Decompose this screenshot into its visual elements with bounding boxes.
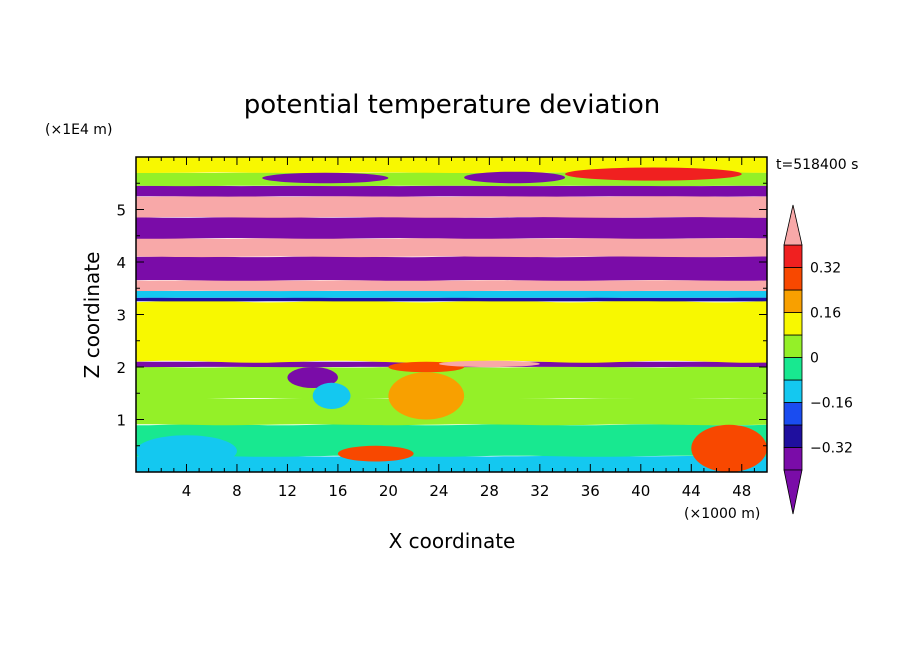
contour-band bbox=[136, 297, 767, 302]
colorbar-over-arrow bbox=[783, 204, 803, 246]
x-tick-label: 40 bbox=[631, 482, 650, 500]
colorbar-segment bbox=[783, 447, 803, 471]
y-unit-label: (×1E4 m) bbox=[45, 122, 112, 138]
colorbar-segment bbox=[783, 312, 803, 336]
x-tick-label: 44 bbox=[682, 482, 701, 500]
y-tick-label: 2 bbox=[116, 359, 126, 377]
x-tick-label: 28 bbox=[480, 482, 499, 500]
x-tick-label: 20 bbox=[379, 482, 398, 500]
colorbar: 0.32 0.16 0 −0.16 −0.32 bbox=[783, 204, 853, 515]
x-tick-label: 4 bbox=[182, 482, 192, 500]
contour-feature bbox=[136, 435, 237, 467]
contour-feature bbox=[691, 424, 767, 472]
contour-band bbox=[136, 185, 767, 197]
colorbar-label: −0.16 bbox=[810, 396, 853, 412]
colorbar-label: −0.32 bbox=[810, 441, 853, 457]
contour-band bbox=[136, 456, 767, 472]
x-tick-label: 24 bbox=[429, 482, 448, 500]
x-unit-label: (×1000 m) bbox=[684, 506, 760, 522]
contour-band bbox=[136, 290, 767, 298]
colorbar-segment bbox=[783, 267, 803, 291]
contour-feature bbox=[464, 171, 566, 184]
contour-feature bbox=[262, 172, 389, 184]
x-axis-label: X coordinate bbox=[389, 529, 516, 553]
x-axis: 4 8 12 16 20 24 28 32 36 40 44 48 bbox=[148, 157, 755, 500]
contour-band bbox=[136, 217, 767, 239]
colorbar-label: 0 bbox=[810, 351, 819, 367]
contour-feature bbox=[565, 167, 742, 181]
contour-band bbox=[136, 300, 767, 363]
contour-features bbox=[136, 167, 767, 472]
x-tick-label: 32 bbox=[530, 482, 549, 500]
contour-band bbox=[136, 280, 767, 292]
y-axis: 1 2 3 4 5 bbox=[116, 182, 767, 447]
x-tick-label: 8 bbox=[232, 482, 242, 500]
x-tick-label: 36 bbox=[581, 482, 600, 500]
contour-feature bbox=[312, 382, 351, 409]
contour-band bbox=[136, 196, 767, 218]
y-tick-label: 4 bbox=[116, 254, 126, 272]
contour-feature bbox=[388, 372, 465, 420]
x-tick-label: 48 bbox=[732, 482, 751, 500]
y-tick-label: 1 bbox=[116, 412, 126, 430]
contour-band bbox=[136, 424, 767, 457]
colorbar-segment bbox=[783, 289, 803, 313]
colorbar-segment bbox=[783, 379, 803, 403]
y-tick-label: 5 bbox=[116, 202, 126, 220]
contour-feature bbox=[337, 445, 414, 462]
contour-band bbox=[136, 238, 767, 258]
x-tick-label: 12 bbox=[278, 482, 297, 500]
colorbar-segment bbox=[783, 357, 803, 381]
colorbar-label: 0.16 bbox=[810, 306, 841, 322]
colorbar-segment bbox=[783, 334, 803, 358]
colorbar-under-arrow bbox=[783, 469, 803, 515]
chart-title: potential temperature deviation bbox=[244, 90, 660, 120]
time-label: t=518400 s bbox=[776, 157, 858, 173]
colorbar-segment bbox=[783, 402, 803, 426]
colorbar-segment bbox=[783, 244, 803, 268]
contour-field bbox=[136, 157, 767, 472]
contour-feature bbox=[438, 360, 540, 367]
colorbar-label: 0.32 bbox=[810, 261, 841, 277]
x-tick-label: 16 bbox=[328, 482, 347, 500]
y-axis-label: Z coordinate bbox=[80, 252, 104, 379]
y-tick-label: 3 bbox=[116, 307, 126, 325]
colorbar-segment bbox=[783, 424, 803, 448]
contour-band bbox=[136, 256, 767, 281]
contour-feature bbox=[287, 367, 338, 388]
